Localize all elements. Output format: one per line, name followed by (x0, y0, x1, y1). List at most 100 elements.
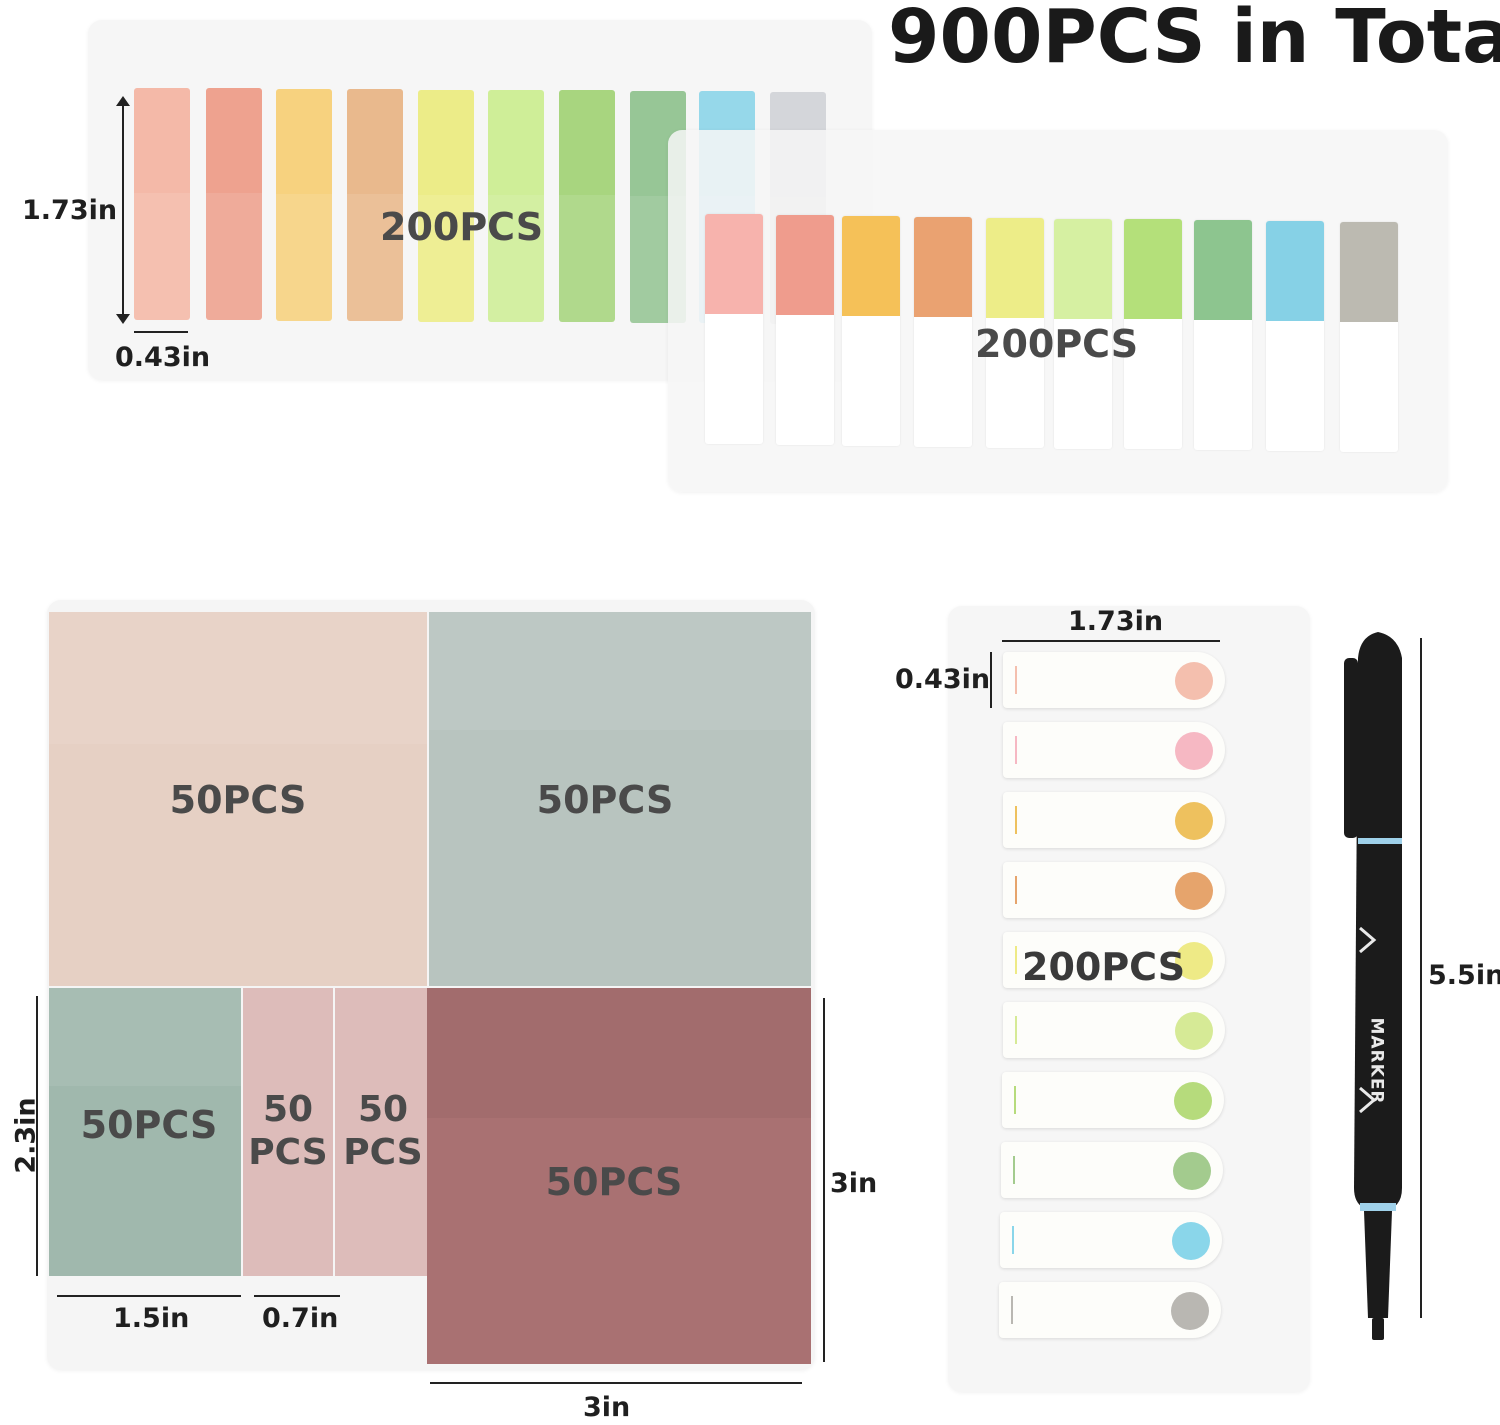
wide-tab (914, 216, 972, 447)
marker-pen-graphic (1344, 632, 1402, 1340)
pad-maroon-quantity: 50PCS (545, 1160, 683, 1204)
flag-color-tick (1015, 806, 1017, 834)
narrow-tabs-width-line (134, 331, 188, 333)
wide-tab-color (1054, 218, 1112, 319)
narrow-tabs-height-label: 1.73in (22, 195, 118, 226)
narrow-tab (347, 89, 403, 322)
wide-tab (1340, 222, 1398, 453)
marker-length-label: 5.5in (1428, 960, 1500, 991)
flag-color-dot (1175, 942, 1213, 980)
flag-color-tick (1015, 736, 1017, 764)
flag-color-dot (1175, 662, 1213, 700)
pad-large-width-label: 3in (583, 1392, 631, 1423)
wide-tab-color (842, 215, 900, 316)
pad-small-width-label: 1.5in (113, 1303, 190, 1334)
wide-tab (705, 214, 763, 444)
pad-small-height-label: 2.3in (10, 1097, 42, 1174)
pad-strip-2-qty-line2: PCS (343, 1132, 423, 1173)
flag-color-dot (1175, 872, 1213, 910)
flag-color-tick (1015, 666, 1017, 694)
pad-large-height-label: 3in (830, 1168, 878, 1199)
pad-large-beige (49, 612, 427, 986)
narrow-tabs-width-label: 0.43in (115, 342, 211, 373)
marker-brand-text: MARKER (1367, 1017, 1388, 1105)
pad-large-maroon (427, 988, 811, 1364)
flag-color-tick (1013, 1156, 1015, 1184)
index-flag (999, 1282, 1221, 1338)
flags-length-label: 1.73in (1068, 606, 1164, 637)
wide-tab (1124, 219, 1182, 450)
flags-quantity: 200PCS (1022, 945, 1186, 989)
pad-small-width-line (57, 1295, 241, 1297)
marker-pen (1338, 628, 1418, 1360)
pad-gray-quantity: 50PCS (536, 778, 674, 822)
index-flag (1003, 652, 1225, 708)
narrow-tab (559, 90, 615, 323)
flag-color-tick (1015, 946, 1017, 974)
flag-color-dot (1174, 1082, 1212, 1120)
wide-tab-color (1266, 221, 1324, 322)
narrow-tab (206, 88, 262, 321)
flag-color-dot (1172, 1222, 1210, 1260)
pad-beige-quantity: 50PCS (169, 778, 307, 822)
wide-tab (1266, 221, 1324, 452)
pad-sage-quantity: 50PCS (80, 1103, 218, 1147)
wide-tab (986, 217, 1044, 448)
pad-strip-pink-2 (335, 988, 427, 1276)
flag-color-tick (1015, 876, 1017, 904)
narrow-tab (418, 89, 474, 322)
flag-color-tick (1012, 1226, 1014, 1254)
arrow-up-icon (116, 96, 130, 106)
index-flag (1003, 722, 1225, 778)
wide-tab-color (776, 214, 834, 315)
wide-tab (1194, 220, 1252, 451)
wide-tab (842, 215, 900, 446)
pad-small-sage (49, 988, 241, 1276)
narrow-tab (134, 88, 190, 320)
index-flag (1003, 1002, 1225, 1058)
arrow-down-icon (116, 314, 130, 324)
flag-color-tick (1011, 1296, 1013, 1324)
pad-strip-width-line (254, 1295, 340, 1297)
wide-tab-color (986, 217, 1044, 318)
marker-length-line (1420, 638, 1422, 1318)
pad-strip-2-quantity: 50 PCS (337, 1088, 429, 1174)
page-title: 900PCS in Total (888, 0, 1500, 80)
narrow-tab (488, 90, 544, 322)
index-flag (1003, 862, 1225, 918)
index-flag (1003, 792, 1225, 848)
pad-small-height-line (36, 996, 38, 1276)
index-flag (1001, 1142, 1223, 1198)
narrow-tabs-quantity: 200PCS (380, 205, 544, 249)
narrow-tab (276, 88, 332, 321)
flag-color-tick (1015, 1016, 1017, 1044)
index-flag (1000, 1212, 1222, 1268)
flag-color-dot (1171, 1292, 1209, 1330)
pad-strip-1-quantity: 50 PCS (243, 1088, 333, 1174)
wide-tab-color (1194, 220, 1252, 321)
pad-large-gray (429, 612, 811, 986)
narrow-tabs-height-line (122, 98, 124, 320)
wide-tab-color (705, 214, 763, 314)
flags-height-label: 0.43in (895, 664, 991, 695)
wide-tab (1054, 218, 1112, 449)
pad-large-height-line (823, 998, 825, 1362)
index-flag (1003, 932, 1225, 988)
flags-height-line (990, 652, 992, 708)
pad-large-width-line (430, 1382, 802, 1384)
flags-length-line (1002, 640, 1220, 642)
wide-tabs-quantity: 200PCS (975, 322, 1139, 366)
flag-color-dot (1175, 802, 1213, 840)
flag-color-tick (1014, 1086, 1016, 1114)
pad-strip-width-label: 0.7in (262, 1303, 339, 1334)
marker-brand: MARKER (1362, 1006, 1392, 1116)
pad-strip-2-qty-line1: 50 (357, 1089, 409, 1130)
flag-color-dot (1175, 1012, 1213, 1050)
pad-strip-pink-1 (243, 988, 333, 1276)
wide-tab-color (914, 216, 972, 317)
index-flag (1002, 1072, 1224, 1128)
flag-color-dot (1173, 1152, 1211, 1190)
pad-strip-1-qty-line1: 50 (262, 1089, 314, 1130)
wide-tab-color (1340, 222, 1398, 323)
pad-strip-1-qty-line2: PCS (248, 1132, 328, 1173)
